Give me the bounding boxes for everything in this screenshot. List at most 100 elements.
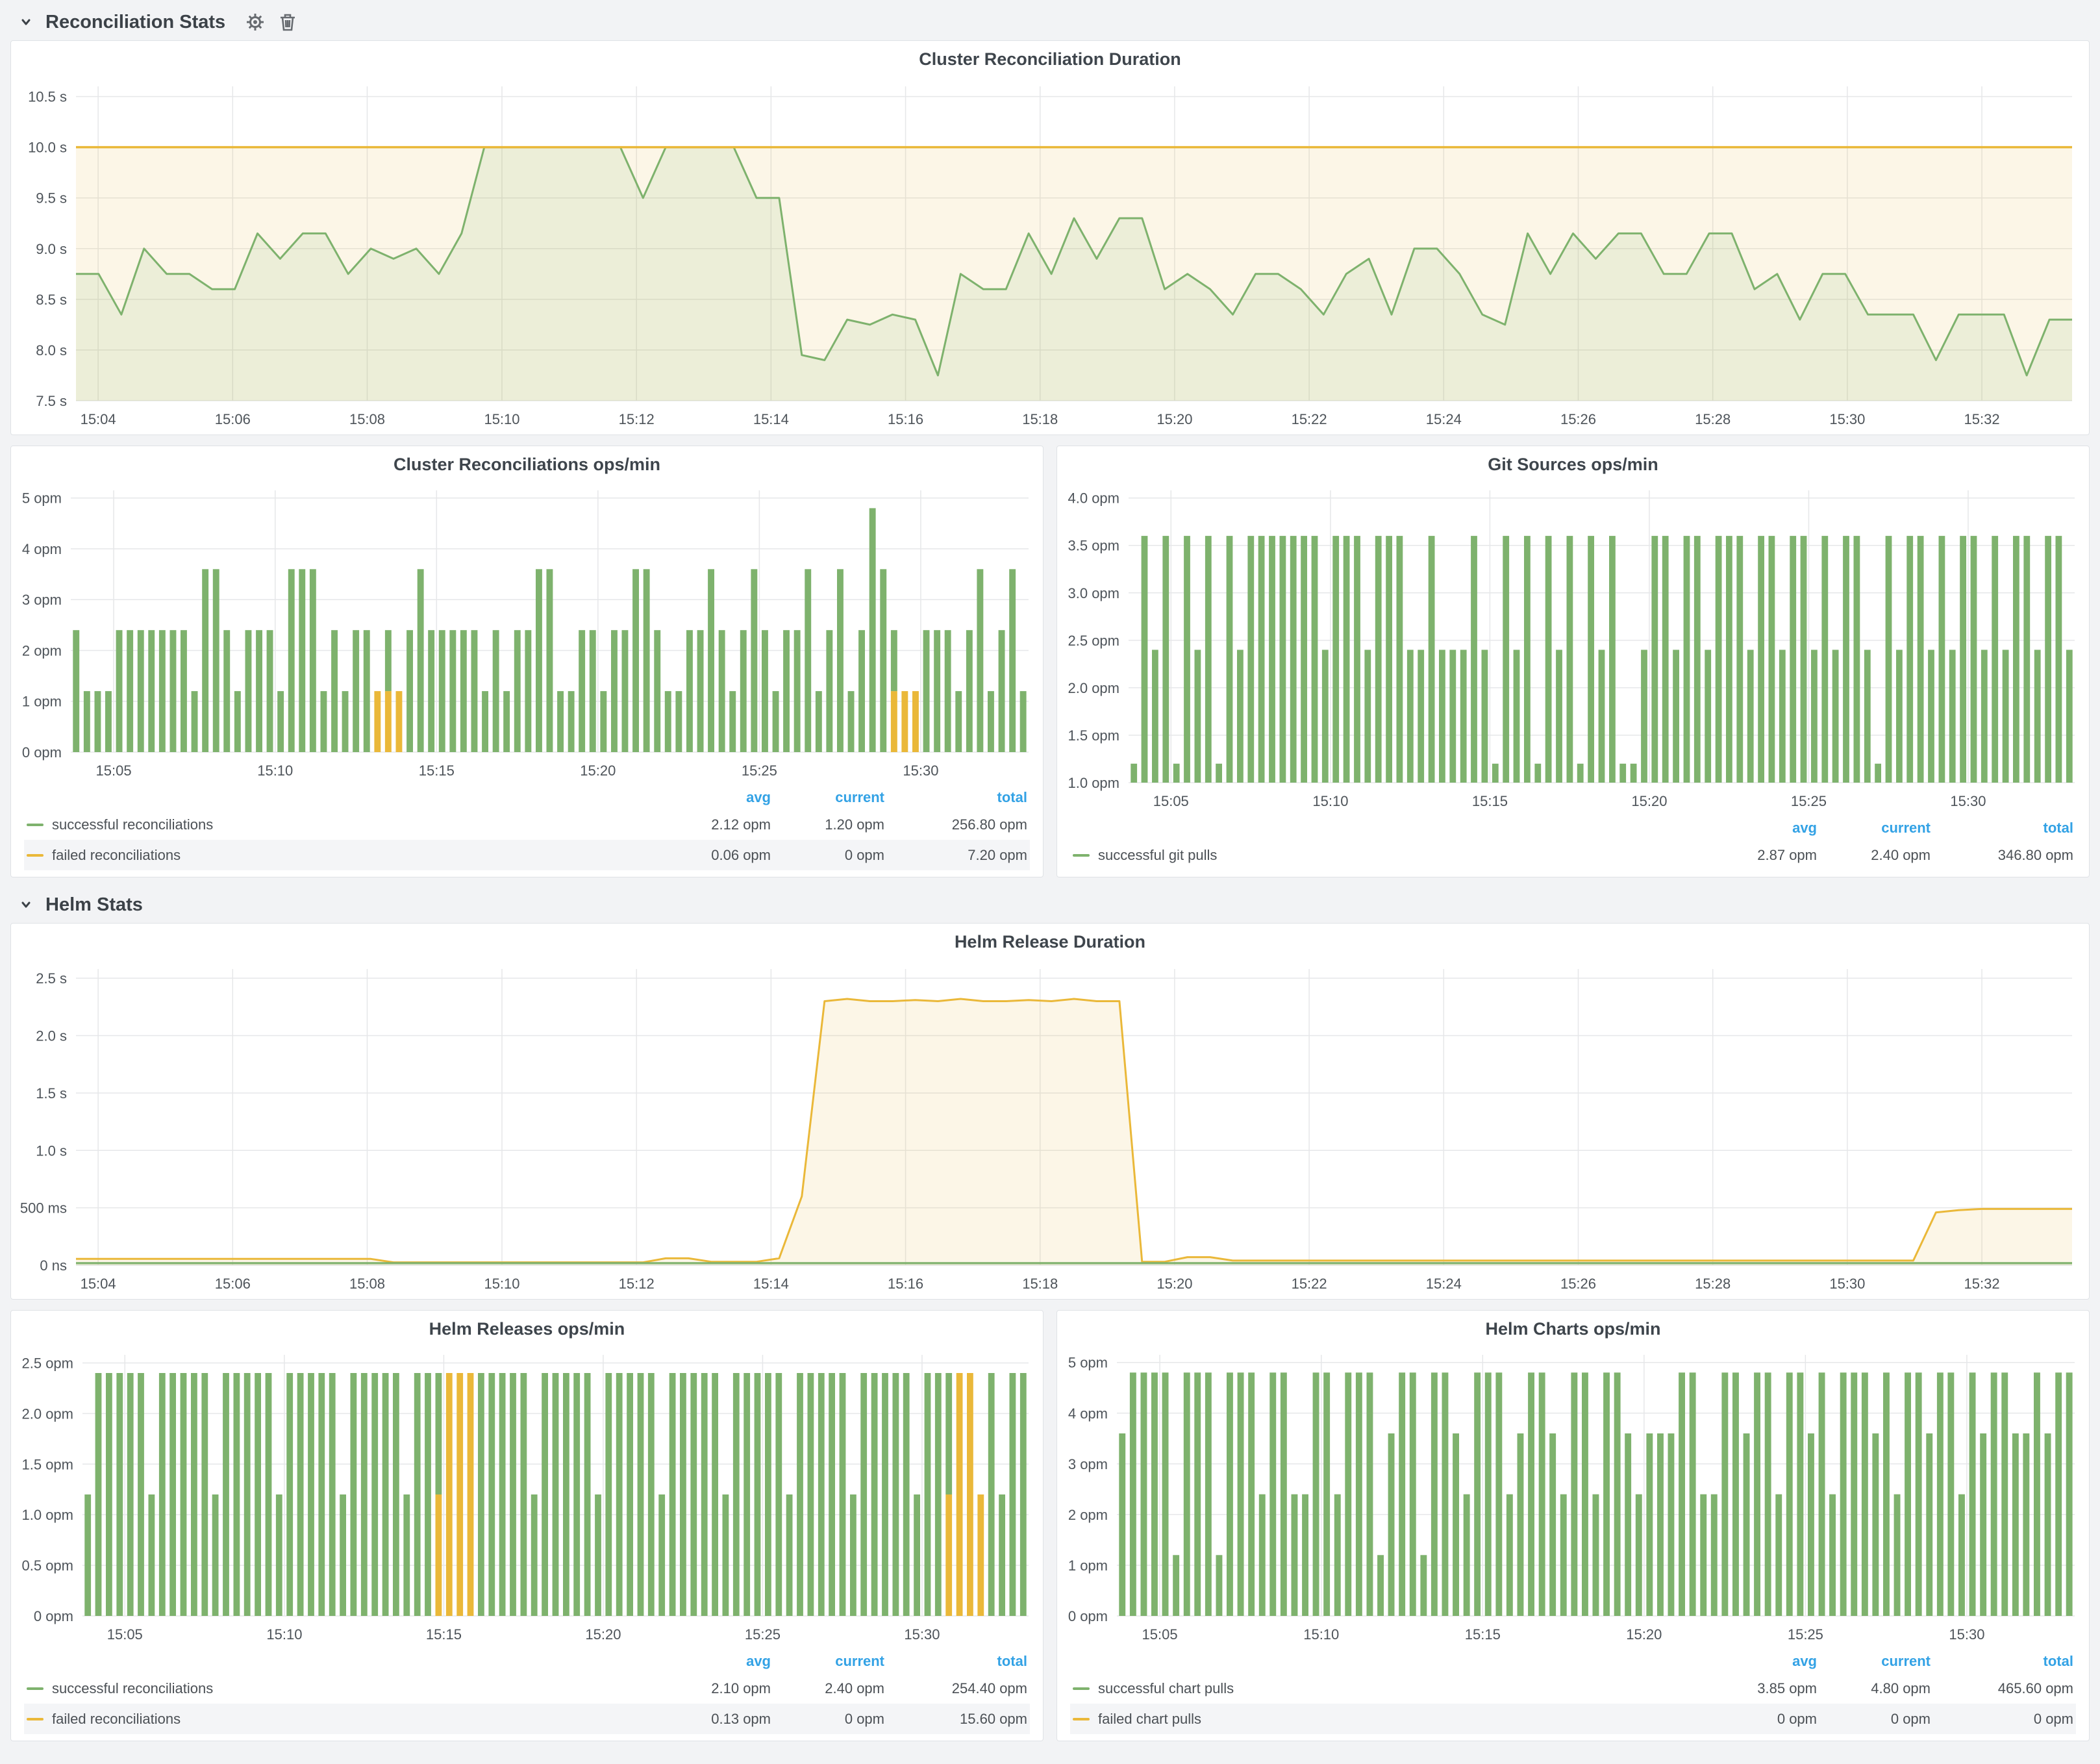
svg-text:1.5 s: 1.5 s: [36, 1085, 67, 1102]
svg-text:15:10: 15:10: [484, 1276, 519, 1292]
panel-title[interactable]: Helm Release Duration: [11, 924, 2089, 960]
svg-text:15:14: 15:14: [753, 411, 789, 427]
svg-text:7.5 s: 7.5 s: [36, 393, 67, 409]
svg-text:15:10: 15:10: [1312, 793, 1348, 809]
legend-sort-current[interactable]: current: [771, 1653, 884, 1670]
legend-series-name[interactable]: successful git pulls: [1073, 847, 1703, 864]
helm-release-duration-chart[interactable]: 15:0415:0615:0815:1015:1215:1415:1615:18…: [11, 960, 2089, 1299]
svg-text:15:10: 15:10: [1303, 1626, 1339, 1643]
svg-text:15:30: 15:30: [1950, 793, 1986, 809]
legend-sort-total[interactable]: total: [884, 789, 1027, 806]
svg-text:15:24: 15:24: [1426, 411, 1462, 427]
legend-series-name[interactable]: failed reconciliations: [27, 847, 657, 864]
svg-text:500 ms: 500 ms: [20, 1200, 67, 1216]
svg-text:15:05: 15:05: [1153, 793, 1189, 809]
svg-text:3.5 opm: 3.5 opm: [1068, 538, 1120, 554]
panel-helm-release-duration: Helm Release Duration 15:0415:0615:0815:…: [10, 923, 2090, 1300]
svg-text:15:30: 15:30: [1829, 1276, 1865, 1292]
panel-title[interactable]: Git Sources ops/min: [1057, 446, 2089, 483]
panel-title[interactable]: Cluster Reconciliations ops/min: [11, 446, 1043, 483]
legend-sort-total[interactable]: total: [884, 1653, 1027, 1670]
svg-text:9.5 s: 9.5 s: [36, 190, 67, 207]
section-header-helm-stats: Helm Stats: [10, 887, 2090, 923]
legend-series-name[interactable]: successful reconciliations: [27, 816, 657, 833]
svg-text:2 opm: 2 opm: [1068, 1507, 1108, 1523]
legend-row: failed chart pulls0 opm0 opm0 opm: [1070, 1704, 2076, 1734]
series-color-swatch: [1073, 1687, 1090, 1690]
legend-value: 256.80 opm: [884, 816, 1027, 833]
svg-text:15:30: 15:30: [903, 762, 938, 779]
svg-text:10.5 s: 10.5 s: [28, 89, 67, 105]
svg-text:15:10: 15:10: [484, 411, 519, 427]
legend-value: 0 opm: [771, 1711, 884, 1728]
chevron-down-icon[interactable]: [13, 9, 39, 35]
svg-text:15:14: 15:14: [753, 1276, 789, 1292]
legend-row: successful git pulls2.87 opm2.40 opm346.…: [1070, 840, 2076, 870]
svg-text:3 opm: 3 opm: [1068, 1456, 1108, 1472]
legend-table: avgcurrenttotal successful reconciliation…: [11, 786, 1043, 877]
svg-text:1.0 s: 1.0 s: [36, 1142, 67, 1159]
svg-text:1.0 opm: 1.0 opm: [1068, 775, 1120, 791]
helm-releases-chart[interactable]: 15:0515:1015:1515:2015:2515:300 opm0.5 o…: [11, 1347, 1043, 1650]
svg-text:0 opm: 0 opm: [34, 1608, 73, 1624]
legend-series-name[interactable]: failed reconciliations: [27, 1711, 657, 1728]
svg-text:15:20: 15:20: [585, 1626, 621, 1643]
chevron-down-icon[interactable]: [13, 892, 39, 918]
series-color-swatch: [27, 854, 44, 857]
svg-text:15:26: 15:26: [1560, 1276, 1596, 1292]
svg-text:15:18: 15:18: [1022, 1276, 1058, 1292]
legend-sort-avg[interactable]: avg: [657, 1653, 771, 1670]
svg-text:2.0 opm: 2.0 opm: [22, 1405, 74, 1422]
series-color-swatch: [27, 1718, 44, 1720]
legend-value: 0.13 opm: [657, 1711, 771, 1728]
legend-value: 0 opm: [1817, 1711, 1931, 1728]
legend-value: 346.80 opm: [1931, 847, 2073, 864]
legend-sort-current[interactable]: current: [771, 789, 884, 806]
helm-charts-chart[interactable]: 15:0515:1015:1515:2015:2515:300 opm1 opm…: [1057, 1347, 2089, 1650]
legend-value: 2.87 opm: [1703, 847, 1817, 864]
svg-text:15:32: 15:32: [1964, 411, 2000, 427]
svg-text:15:12: 15:12: [619, 1276, 655, 1292]
panel-title[interactable]: Cluster Reconciliation Duration: [11, 41, 2089, 77]
svg-text:1.0 opm: 1.0 opm: [22, 1507, 74, 1523]
svg-text:0 opm: 0 opm: [22, 744, 62, 761]
svg-text:15:26: 15:26: [1560, 411, 1596, 427]
section-title[interactable]: Reconciliation Stats: [45, 12, 225, 33]
legend-sort-total[interactable]: total: [1931, 1653, 2073, 1670]
trash-icon[interactable]: [275, 9, 301, 35]
panel-helm-charts-opm: Helm Charts ops/min 15:0515:1015:1515:20…: [1056, 1310, 2090, 1741]
legend-series-name[interactable]: successful chart pulls: [1073, 1680, 1703, 1697]
legend-sort-avg[interactable]: avg: [1703, 820, 1817, 837]
panel-title[interactable]: Helm Charts ops/min: [1057, 1311, 2089, 1347]
legend-sort-total[interactable]: total: [1931, 820, 2073, 837]
legend-value: 2.40 opm: [1817, 847, 1931, 864]
svg-text:15:05: 15:05: [1142, 1626, 1178, 1643]
legend-sort-current[interactable]: current: [1817, 820, 1931, 837]
legend-value: 0.06 opm: [657, 847, 771, 864]
svg-text:3.0 opm: 3.0 opm: [1068, 585, 1120, 601]
svg-text:15:32: 15:32: [1964, 1276, 2000, 1292]
svg-text:15:06: 15:06: [215, 411, 251, 427]
legend-table: avgcurrenttotal successful reconciliation…: [11, 1650, 1043, 1741]
gear-icon[interactable]: [242, 9, 268, 35]
svg-text:4 opm: 4 opm: [22, 541, 62, 557]
panel-title[interactable]: Helm Releases ops/min: [11, 1311, 1043, 1347]
legend-value: 0 opm: [1931, 1711, 2073, 1728]
legend-sort-current[interactable]: current: [1817, 1653, 1931, 1670]
svg-text:15:16: 15:16: [888, 1276, 923, 1292]
legend-sort-avg[interactable]: avg: [657, 789, 771, 806]
cluster-reconciliations-chart[interactable]: 15:0515:1015:1515:2015:2515:300 opm1 opm…: [11, 483, 1043, 786]
series-color-swatch: [1073, 1718, 1090, 1720]
svg-text:1 opm: 1 opm: [22, 694, 62, 710]
svg-text:15:30: 15:30: [1829, 411, 1865, 427]
svg-text:15:08: 15:08: [349, 411, 385, 427]
legend-series-name[interactable]: failed chart pulls: [1073, 1711, 1703, 1728]
legend-sort-avg[interactable]: avg: [1703, 1653, 1817, 1670]
svg-text:15:10: 15:10: [257, 762, 293, 779]
cluster-reconciliation-duration-chart[interactable]: 15:0415:0615:0815:1015:1215:1415:1615:18…: [11, 77, 2089, 435]
section-title[interactable]: Helm Stats: [45, 894, 143, 916]
legend-table: avgcurrenttotalsuccessful chart pulls3.8…: [1057, 1650, 2089, 1741]
git-sources-chart[interactable]: 15:0515:1015:1515:2015:2515:301.0 opm1.5…: [1057, 483, 2089, 816]
svg-text:15:15: 15:15: [419, 762, 455, 779]
legend-series-name[interactable]: successful reconciliations: [27, 1680, 657, 1697]
